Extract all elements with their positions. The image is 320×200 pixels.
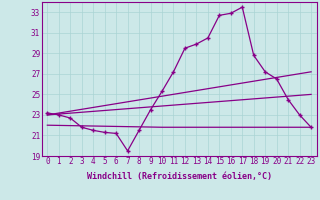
X-axis label: Windchill (Refroidissement éolien,°C): Windchill (Refroidissement éolien,°C)	[87, 172, 272, 181]
